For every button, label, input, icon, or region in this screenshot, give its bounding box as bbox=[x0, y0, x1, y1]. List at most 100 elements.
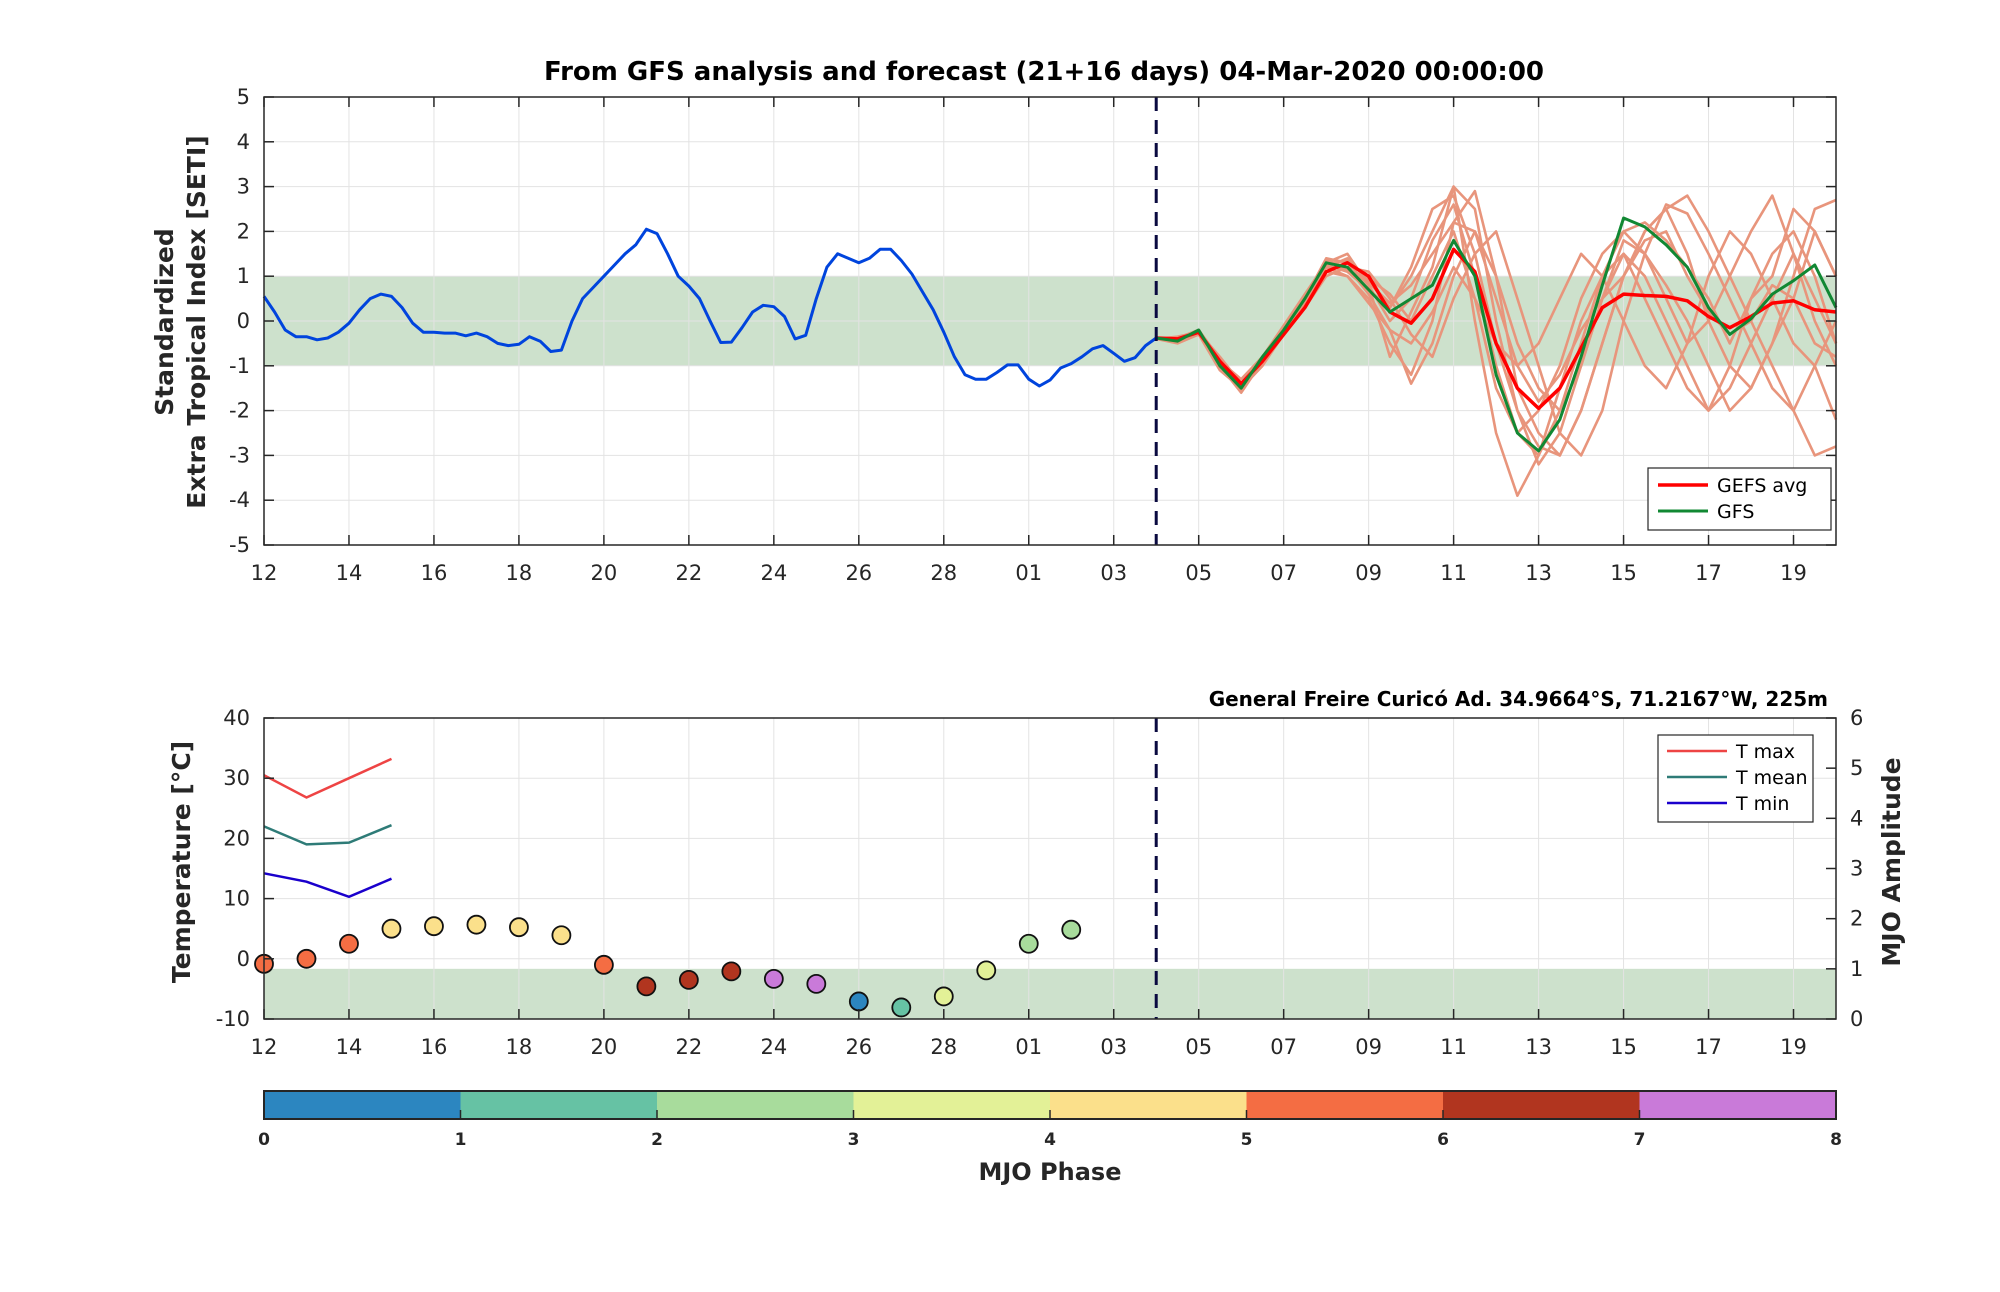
seti-ticks bbox=[263, 96, 1836, 546]
seti-x-tick-label: 05 bbox=[1185, 561, 1212, 585]
temperature-x-tick-label: 11 bbox=[1440, 1035, 1467, 1059]
temperature-x-tick-label: 05 bbox=[1185, 1035, 1212, 1059]
mjo-point bbox=[763, 968, 784, 989]
mjo-phase-swatch bbox=[1443, 1091, 1640, 1119]
tmean-legend-label: T mean bbox=[1735, 767, 1808, 789]
temperature-x-tick-label: 26 bbox=[845, 1035, 872, 1059]
tmax-legend-label: T max bbox=[1735, 741, 1795, 763]
seti-y-tick-label: -2 bbox=[229, 399, 250, 423]
mjo-point bbox=[593, 954, 614, 975]
temperature-y-tick-label: 30 bbox=[223, 766, 250, 790]
mjo-point bbox=[509, 917, 529, 938]
seti-x-tick-label: 28 bbox=[930, 561, 957, 585]
seti-y-tick-label: -3 bbox=[229, 443, 250, 467]
seti-panel: 5 4 3 2 1 0 -1 -2 -3 -4 -5 12 14 16 18 20 22 24 26 28 01 03 0… bbox=[150, 57, 1838, 585]
temperature-x-tick-label: 03 bbox=[1100, 1035, 1127, 1059]
temperature-x-tick-label: 16 bbox=[421, 1035, 448, 1059]
mjo-phase-swatch bbox=[460, 1091, 658, 1119]
temperature-x-tick-label: 18 bbox=[506, 1035, 533, 1059]
temperature-x-tick-label: 14 bbox=[336, 1035, 363, 1059]
temperature-x-tick-label: 20 bbox=[591, 1035, 618, 1059]
colorbar-tick-label: 4 bbox=[1044, 1130, 1056, 1150]
seti-y-tick-label: -1 bbox=[229, 354, 250, 378]
mjo-phase-swatch bbox=[853, 1091, 1051, 1119]
mjo-point bbox=[466, 914, 487, 935]
seti-x-tick-label: 03 bbox=[1100, 561, 1127, 585]
seti-x-tick-label: 24 bbox=[760, 561, 787, 585]
mjo-point bbox=[848, 991, 869, 1012]
temperature-x-tick-label: 19 bbox=[1780, 1035, 1807, 1059]
seti-x-tick-label: 22 bbox=[675, 561, 702, 585]
mjo-phase-swatch bbox=[1246, 1091, 1444, 1119]
colorbar-tick-label: 7 bbox=[1634, 1130, 1646, 1150]
mjo-amplitude-tick-label: 1 bbox=[1850, 957, 1863, 981]
mjo-point bbox=[721, 961, 742, 982]
temperature-x-tick-label: 28 bbox=[930, 1035, 957, 1059]
seti-legend-box bbox=[1647, 467, 1832, 531]
mjo-point bbox=[976, 960, 997, 981]
temperature-x-tick-label: 22 bbox=[675, 1035, 702, 1059]
mjo-point bbox=[891, 997, 912, 1018]
mjo-amplitude-tick-label: 2 bbox=[1850, 907, 1863, 931]
mjo-point bbox=[678, 969, 699, 990]
temperature-ticks bbox=[263, 717, 1836, 1020]
temperature-y-tick-label: -10 bbox=[216, 1007, 250, 1031]
seti-x-tick-label: 01 bbox=[1015, 561, 1042, 585]
colorbar-label: MJO Phase bbox=[978, 1158, 1121, 1186]
seti-x-tick-labels: 12 14 16 18 20 22 24 26 28 01 03 05 07 09 11 13 15 17 19 bbox=[251, 561, 1807, 585]
seti-x-tick-label: 09 bbox=[1355, 561, 1382, 585]
seti-y-tick-label: 2 bbox=[237, 219, 250, 243]
seti-y-tick-label: 0 bbox=[237, 309, 250, 333]
colorbar-tick-label: 5 bbox=[1241, 1130, 1253, 1150]
seti-x-tick-label: 13 bbox=[1525, 561, 1552, 585]
seti-y-tick-label: -5 bbox=[229, 533, 250, 557]
tmin-legend-label: T min bbox=[1735, 793, 1789, 815]
seti-y-axis-label-line1: Standardized bbox=[150, 228, 179, 416]
temperature-x-tick-label: 09 bbox=[1355, 1035, 1382, 1059]
colorbar-tick-label: 1 bbox=[455, 1130, 467, 1150]
mjo-point bbox=[424, 916, 444, 937]
seti-x-tick-label: 18 bbox=[506, 561, 533, 585]
colorbar-tick-label: 8 bbox=[1830, 1130, 1842, 1150]
seti-y-tick-labels: 5 4 3 2 1 0 -1 -2 -3 -4 -5 bbox=[229, 85, 250, 557]
seti-x-tick-label: 12 bbox=[251, 561, 278, 585]
gefs-avg-legend-label: GEFS avg bbox=[1717, 475, 1807, 497]
seti-legend: GEFS avg GFS bbox=[1647, 467, 1832, 531]
temperature-y-tick-label: 40 bbox=[223, 706, 250, 730]
seti-y-axis-label-line2: Extra Tropical Index [SETI] bbox=[182, 135, 211, 508]
mjo-amplitude-axis-label: MJO Amplitude bbox=[1877, 757, 1906, 966]
gfs-line bbox=[1155, 216, 1838, 453]
seti-x-tick-label: 16 bbox=[421, 561, 448, 585]
colorbar-tick-label: 2 bbox=[651, 1130, 663, 1150]
temperature-y-tick-label: 0 bbox=[237, 947, 250, 971]
temperature-x-tick-label: 12 bbox=[251, 1035, 278, 1059]
seti-y-tick-label: -4 bbox=[229, 488, 250, 512]
colorbar-tick-label: 0 bbox=[258, 1130, 270, 1150]
mjo-phase-swatch bbox=[1639, 1091, 1837, 1119]
temperature-legend-box bbox=[1657, 734, 1814, 823]
mjo-amplitude-tick-label: 4 bbox=[1850, 806, 1863, 830]
seti-x-tick-label: 17 bbox=[1695, 561, 1722, 585]
temperature-y-tick-labels: 40 30 20 10 0 -10 bbox=[216, 706, 250, 1031]
temperature-y-tick-label: 20 bbox=[223, 826, 250, 850]
mjo-point bbox=[933, 986, 954, 1007]
seti-x-tick-label: 26 bbox=[845, 561, 872, 585]
mjo-amplitude-tick-labels: 6 5 4 3 2 1 0 bbox=[1850, 706, 1863, 1031]
seti-y-tick-label: 1 bbox=[237, 264, 250, 288]
temperature-y-tick-label: 10 bbox=[223, 887, 250, 911]
temperature-x-tick-labels: 12 14 16 18 20 22 24 26 28 01 03 05 07 09 11 13 15 17 19 bbox=[251, 1035, 1807, 1059]
mjo-weak-band bbox=[264, 968, 1836, 1019]
seti-x-tick-label: 20 bbox=[591, 561, 618, 585]
mjo-point bbox=[339, 933, 359, 954]
seti-analysis-line bbox=[262, 227, 1158, 388]
mjo-amplitude-tick-label: 0 bbox=[1850, 1007, 1863, 1031]
station-label: General Freire Curicó Ad. 34.9664°S, 71.… bbox=[1209, 687, 1828, 711]
gfs-legend-label: GFS bbox=[1717, 501, 1754, 523]
temperature-legend: T max T mean T min bbox=[1657, 734, 1814, 823]
temperature-x-tick-label: 13 bbox=[1525, 1035, 1552, 1059]
seti-x-tick-label: 07 bbox=[1270, 561, 1297, 585]
seti-x-tick-label: 14 bbox=[336, 561, 363, 585]
mjo-amplitude-tick-label: 6 bbox=[1850, 706, 1863, 730]
colorbar-tick-label: 3 bbox=[848, 1130, 860, 1150]
tmin-line bbox=[263, 872, 392, 899]
